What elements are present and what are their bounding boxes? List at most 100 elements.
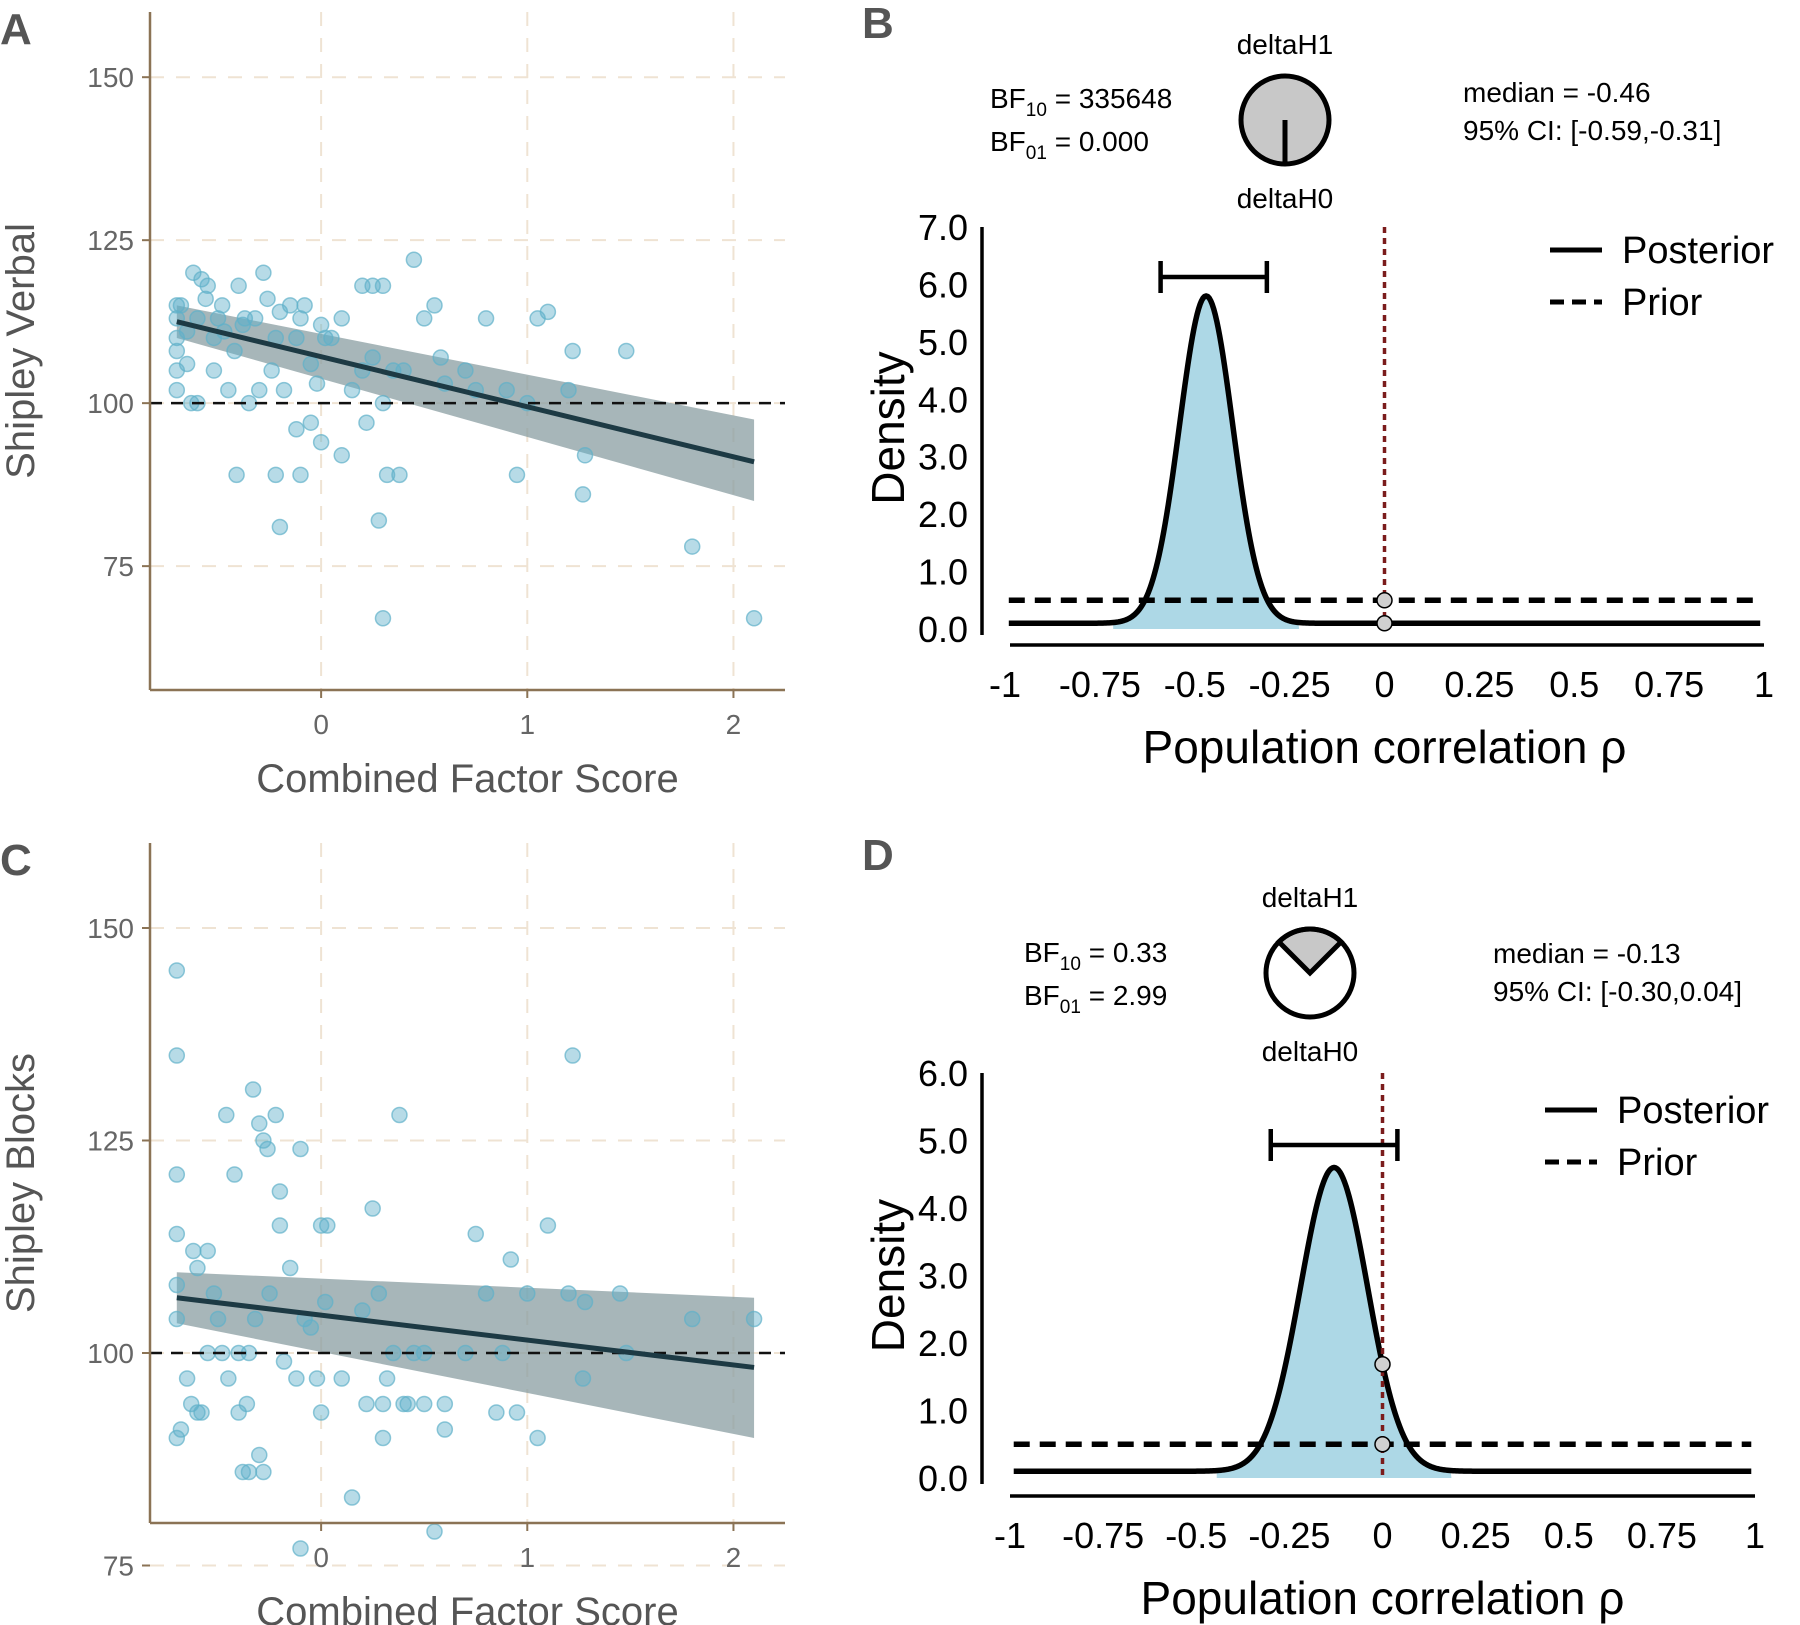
bf10-text: BF10 = 0.33 <box>1024 937 1167 975</box>
ci-text: 95% CI: [-0.59,-0.31] <box>1463 115 1721 146</box>
data-point <box>292 466 309 484</box>
pie-outline <box>1238 73 1332 167</box>
panel-c: 75 100 125 150 0 1 2 Combined Factor Score Shipl… <box>0 836 785 1625</box>
data-point <box>193 1404 210 1421</box>
posterior-area <box>1113 295 1300 629</box>
pie-top-label: deltaH1 <box>1262 882 1359 913</box>
data-point <box>745 610 763 627</box>
y-tick-label: 4.0 <box>918 379 968 420</box>
x-tick-label: 0.5 <box>1549 664 1599 705</box>
x-tick-label: 2 <box>726 709 742 740</box>
data-point <box>238 1395 256 1413</box>
data-point <box>370 512 388 529</box>
x-axis-title: Population correlation ρ <box>1143 721 1627 773</box>
y-axis-title: Shipley Blocks <box>0 1053 43 1313</box>
x-tick-label: 0.25 <box>1441 1515 1511 1556</box>
data-point <box>251 1115 268 1132</box>
data-point <box>267 1106 285 1124</box>
data-point <box>189 1404 206 1421</box>
data-point <box>374 277 392 295</box>
data-point <box>395 1395 412 1413</box>
data-point <box>488 1404 505 1421</box>
data-point <box>168 342 186 360</box>
data-point <box>193 271 210 288</box>
bf10-text: BF10 = 335648 <box>990 83 1172 121</box>
data-point <box>564 342 581 360</box>
data-point <box>436 1421 454 1438</box>
data-point <box>564 1047 581 1064</box>
y-tick-label: 0.0 <box>918 1458 968 1499</box>
data-point <box>316 329 334 347</box>
posterior-point <box>1376 615 1393 632</box>
y-tick-label: 75 <box>103 1551 134 1582</box>
data-point <box>275 1353 293 1370</box>
posterior-point <box>1374 1355 1391 1373</box>
data-point <box>281 1259 299 1277</box>
data-point <box>457 362 474 379</box>
data-point <box>618 342 635 360</box>
data-point <box>323 329 340 347</box>
data-point <box>234 1463 252 1481</box>
data-point <box>261 1285 278 1302</box>
data-point <box>226 342 243 360</box>
data-point <box>508 466 526 484</box>
data-point <box>218 1106 235 1124</box>
prior-point <box>1376 592 1393 609</box>
data-point <box>271 1183 289 1200</box>
data-point <box>185 264 202 282</box>
x-tick-label: -1 <box>994 1515 1026 1556</box>
data-point <box>539 1217 557 1234</box>
y-tick-label: 0.0 <box>918 609 968 650</box>
data-point <box>576 1293 594 1311</box>
data-point <box>358 414 375 431</box>
data-point <box>358 1395 375 1413</box>
data-point <box>226 1166 243 1183</box>
legend-posterior-label: Posterior <box>1622 230 1774 272</box>
data-point <box>508 1404 526 1421</box>
panel-letter: C <box>0 836 32 885</box>
x-tick-label: 0.75 <box>1627 1515 1697 1556</box>
data-point <box>178 355 196 373</box>
bf01-text: BF01 = 2.99 <box>1024 980 1167 1018</box>
data-point <box>354 277 371 295</box>
x-axis-title: Combined Factor Score <box>256 1590 678 1625</box>
x-tick-label: 1 <box>519 1542 535 1573</box>
pie-bottom-label: deltaH0 <box>1262 1036 1359 1067</box>
regression-line <box>176 319 755 465</box>
y-tick-label: 150 <box>87 913 134 944</box>
y-tick-label: 6.0 <box>918 264 968 305</box>
x-tick-label: -0.5 <box>1165 1515 1227 1556</box>
pie-outline <box>1263 926 1357 1020</box>
data-point <box>391 466 408 484</box>
panel-d: 0.0 1.0 2.0 3.0 4.0 5.0 6.0 -1 -0.75 -0.5 -0.25 0 0.… <box>862 831 1769 1624</box>
data-point <box>312 1217 330 1234</box>
data-point <box>220 381 237 399</box>
x-axis-title: Combined Factor Score <box>256 757 678 801</box>
data-point <box>255 1132 272 1149</box>
data-point <box>354 1302 371 1319</box>
x-tick-label: 0.25 <box>1444 664 1514 705</box>
x-tick-label: -0.75 <box>1062 1515 1144 1556</box>
data-point <box>255 1463 272 1481</box>
data-point <box>498 381 515 399</box>
data-point <box>312 1404 330 1421</box>
data-point <box>467 1225 484 1243</box>
data-point <box>259 290 276 308</box>
y-axis-title: Density <box>862 351 914 504</box>
y-axis-title: Shipley Verbal <box>0 223 43 479</box>
data-point <box>199 277 216 295</box>
y-tick-label: 75 <box>103 551 134 582</box>
data-point <box>199 1242 216 1260</box>
data-point <box>271 518 289 536</box>
data-point <box>405 251 423 268</box>
x-axis-title: Population correlation ρ <box>1141 1572 1625 1624</box>
data-point <box>168 1310 186 1328</box>
y-tick-label: 100 <box>87 1338 134 1369</box>
data-point <box>230 1404 247 1421</box>
x-tick-label: 2 <box>726 1542 742 1573</box>
data-point <box>574 1370 592 1387</box>
data-point <box>477 310 495 327</box>
data-point <box>308 1370 326 1387</box>
y-tick-label: 6.0 <box>918 1053 968 1094</box>
data-point <box>399 1395 416 1413</box>
